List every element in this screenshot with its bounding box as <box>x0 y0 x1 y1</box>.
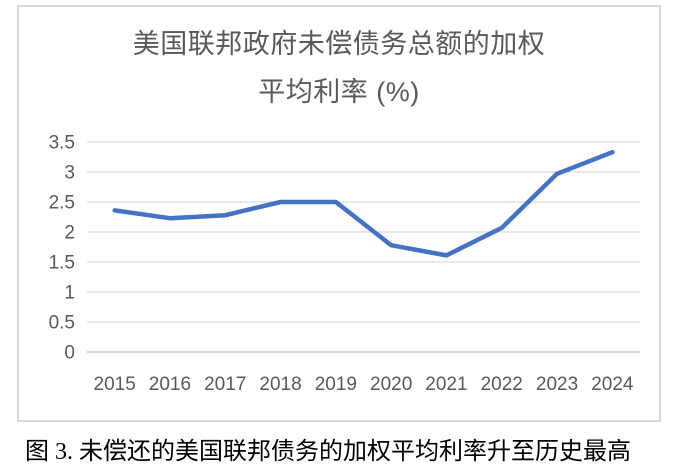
y-tick-label: 3.5 <box>49 133 75 154</box>
y-tick-label: 1 <box>64 283 75 304</box>
x-tick-label: 2018 <box>259 374 301 395</box>
x-tick-label: 2024 <box>591 374 634 395</box>
figure-caption: 图 3. 未偿还的美国联邦债务的加权平均利率升至历史最高 <box>25 439 631 465</box>
y-tick-label: 1.5 <box>49 253 75 274</box>
line-chart: 美国联邦政府未偿债务总额的加权 平均利率 (%) 0 0.5 1 1.5 2 2.5 3 3.… <box>17 5 661 422</box>
x-tick-label: 2020 <box>370 374 412 395</box>
x-tick-label: 2019 <box>315 374 357 395</box>
x-tick-label: 2017 <box>204 374 246 395</box>
y-tick-label: 0 <box>64 343 75 364</box>
chart-title-line1: 美国联邦政府未偿债务总额的加权 <box>132 29 546 59</box>
y-tick-label: 2.5 <box>49 193 75 214</box>
data-series-line <box>112 149 615 258</box>
y-tick-label: 3 <box>64 163 75 184</box>
x-tick-label: 2021 <box>425 374 467 395</box>
x-tick-label: 2015 <box>94 374 136 395</box>
chart-plot-area: 0 0.5 1 1.5 2 2.5 3 3.5 2015 2016 2017 2018 2019 2020… <box>49 133 640 395</box>
x-tick-label: 2016 <box>149 374 191 395</box>
y-tick-label: 0.5 <box>49 313 75 334</box>
chart-title: 美国联邦政府未偿债务总额的加权 平均利率 (%) <box>19 20 659 116</box>
chart-title-line2: 平均利率 (%) <box>258 77 420 107</box>
y-tick-label: 2 <box>64 223 75 244</box>
x-tick-label: 2022 <box>481 374 523 395</box>
x-tick-label: 2023 <box>536 374 578 395</box>
